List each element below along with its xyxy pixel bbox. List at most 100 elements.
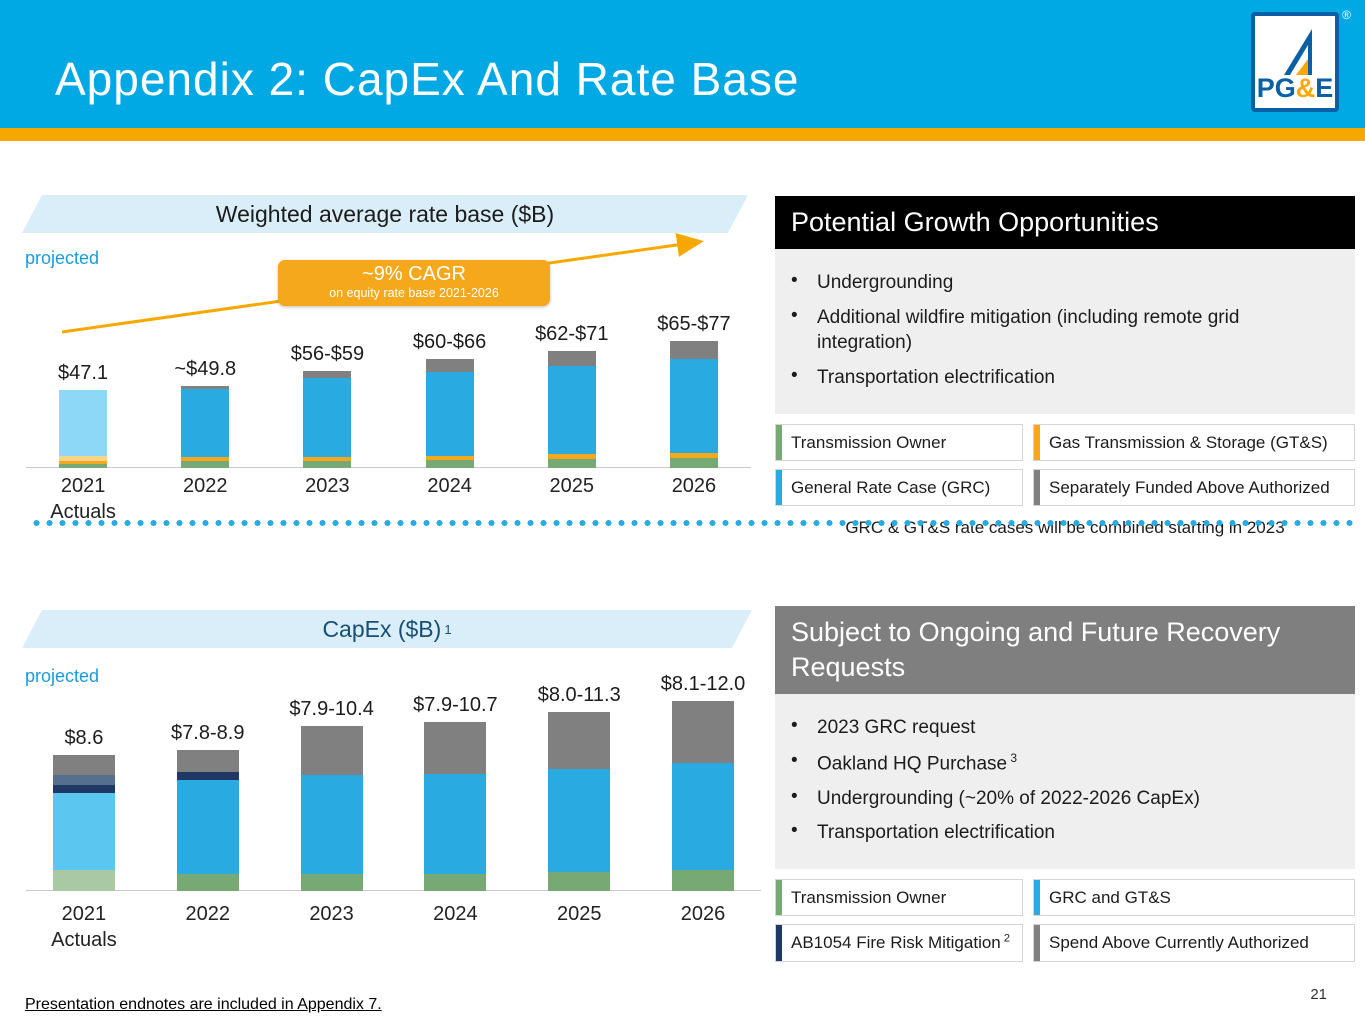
legend-color-swatch [776,925,782,961]
bar-segment-transmission-owner [52,870,115,891]
x-axis-label: 2023 [305,475,350,497]
legend-item: Transmission Owner [775,423,1023,461]
x-axis-label: 2024 [427,475,472,497]
bar-column: $60-$66 [389,331,511,468]
bars-row: $8.6 $7.8-8.9 $7.9-10.4 $7.9-10.7 $8.0-11.3 $… [22,661,765,891]
bullet-item: • 2023 GRC request [791,715,1339,741]
bar-segment-grc-and-gt-s [176,780,239,874]
legend-item: Gas Transmission & Storage (GT&S) [1033,423,1355,461]
bullet-item: • Additional wildfire mitigation (includi… [791,305,1339,356]
bar-segment-gas-transmission-storage-gt-s- [181,456,230,462]
bullet-dot-icon: • [791,270,798,292]
endnote-link[interactable]: Presentation endnotes are included in Ap… [25,996,382,1013]
x-axis-label: 2026 [680,903,726,925]
x-axis-line [26,467,751,468]
bar-segment-gas-transmission-storage-gt-s- [303,457,352,462]
bar-segment-spend-above-currently-authorized [52,754,115,776]
x-axis-line [26,890,761,891]
cagr-subtitle: on equity rate base 2021-2026 [329,286,499,300]
bar-segment-unlabeled-2021-band [59,456,108,461]
recovery-panel: Subject to Ongoing and Future Recovery R… [775,606,1355,962]
bar-segment-grc-and-gt-s [548,769,611,872]
bullet-dot-icon: • [791,304,798,326]
legend-color-swatch [776,880,782,916]
bullet-text: Additional wildfire mitigation (includin… [817,306,1240,354]
recovery-panel-body: • 2023 GRC request • Oakland HQ Purchase 3 •… [775,694,1355,870]
bar-segment-spend-above-currently-authorized [300,726,363,776]
x-labels-row: 2021 Actuals 2022 2023 2024 2025 2026 [22,473,755,525]
logo-e: E [1315,73,1334,103]
bar-value-label: $8.0-11.3 [537,684,621,707]
legend-color-swatch [776,424,782,460]
bar-segment-spend-above-currently-authorized [424,721,487,774]
bar-value-label: $62-$71 [535,323,609,346]
bar-segment-spend-above-currently-authorized [176,750,239,773]
bar-segment-unlabeled-2021-band [52,775,115,785]
bar-segment-transmission-owner [59,463,108,468]
bar-value-label: $65-$77 [657,313,731,336]
bar-segment-transmission-owner [300,873,363,891]
legend-item: General Rate Case (GRC) [775,468,1023,507]
bullet-item: • Undergrounding [791,270,1339,296]
bar-column: $65-$77 [633,313,755,468]
bullet-dot-icon: • [791,820,798,842]
rate-base-legend: Transmission Owner Gas Transmission & Sto… [775,423,1355,507]
projected-label-bottom: projected [25,666,100,686]
legend-item: Spend Above Currently Authorized [1033,924,1355,962]
bullet-text: Undergrounding (~20% of 2022-2026 CapEx) [817,787,1200,809]
legend-label: Transmission Owner [791,432,947,452]
stacked-bar [181,385,230,468]
bar-value-label: $7.9-10.4 [289,698,374,721]
bar-segment-gas-transmission-storage-gt-s- [425,455,474,460]
recovery-panel-title: Subject to Ongoing and Future Recovery R… [791,617,1281,683]
dotted-divider [30,520,1358,526]
legend-color-swatch [1034,424,1040,460]
bar-value-label: $7.9-10.7 [413,693,498,716]
legend-label: Transmission Owner [791,888,947,908]
bar-segment-separately-funded-above-authorized [425,359,474,372]
bullet-text: Transportation electrification [817,822,1055,844]
stacked-bar [59,390,108,468]
slide-title: Appendix 2: CapEx And Rate Base [55,53,800,105]
bar-segment-separately-funded-above-authorized [547,351,596,366]
legend-label: AB1054 Fire Risk Mitigation 2 [791,932,1010,953]
bar-segment-ab1054-fire-risk-mitigation [52,784,115,793]
x-axis-label: 2024 [433,903,478,925]
bar-segment-transmission-owner [181,461,230,468]
bullet-text: Oakland HQ Purchase 3 [817,750,1018,775]
bar-segment-general-rate-case-grc- [669,359,718,454]
bar-segment-gas-transmission-storage-gt-s- [669,453,718,459]
cagr-title: ~9% CAGR [362,263,466,285]
bar-segment-gas-transmission-storage-gt-s- [59,460,108,464]
page-number: 21 [1310,986,1327,1003]
bar-value-label: $60-$66 [412,331,487,354]
growth-panel-header: Potential Growth Opportunities [775,196,1355,250]
bar-segment-transmission-owner [547,458,596,468]
rate-base-chart: $47.1 ~$49.8 $56-$59 $60-$66 $62-$71 $65-$77 … [22,295,755,525]
bar-column: ~$49.8 [144,358,266,468]
bar-value-label: $47.1 [58,362,109,385]
growth-panel-body: • Undergrounding • Additional wildfire miti… [775,249,1355,414]
bar-segment-transmission-owner [548,872,611,891]
capex-legend: Transmission Owner GRC and GT&S AB1054 Fir… [775,879,1355,962]
bullet-item: • Transportation electrification [791,365,1339,391]
bar-column: $7.8-8.9 [146,722,270,891]
pge-logo-text: PG&E [1257,75,1334,102]
stacked-bar [176,750,239,891]
bullet-text: Transportation electrification [817,367,1055,389]
legend-item: AB1054 Fire Risk Mitigation 2 [775,924,1023,962]
bar-value-label: $8.6 [64,726,104,749]
cagr-callout: ~9% CAGR on equity rate base 2021-2026 [278,260,550,306]
legend-color-swatch [1034,925,1040,961]
stacked-bar [303,370,352,468]
bullet-item: • Oakland HQ Purchase 3 [791,750,1339,777]
bar-segment-general-rate-case-grc- [547,365,596,455]
legend-label: Gas Transmission & Storage (GT&S) [1049,432,1328,452]
x-labels-row: 2021 Actuals 2022 2023 2024 2025 2026 [22,901,765,953]
bullet-dot-icon: • [791,365,798,387]
rate-base-chart-title-banner: Weighted average rate base ($B) [22,195,748,233]
x-axis-label: 2021 Actuals [51,903,117,951]
bar-segment-transmission-owner [176,873,239,891]
bar-value-label: $7.8-8.9 [171,722,245,745]
bar-segment-separately-funded-above-authorized [303,370,352,379]
